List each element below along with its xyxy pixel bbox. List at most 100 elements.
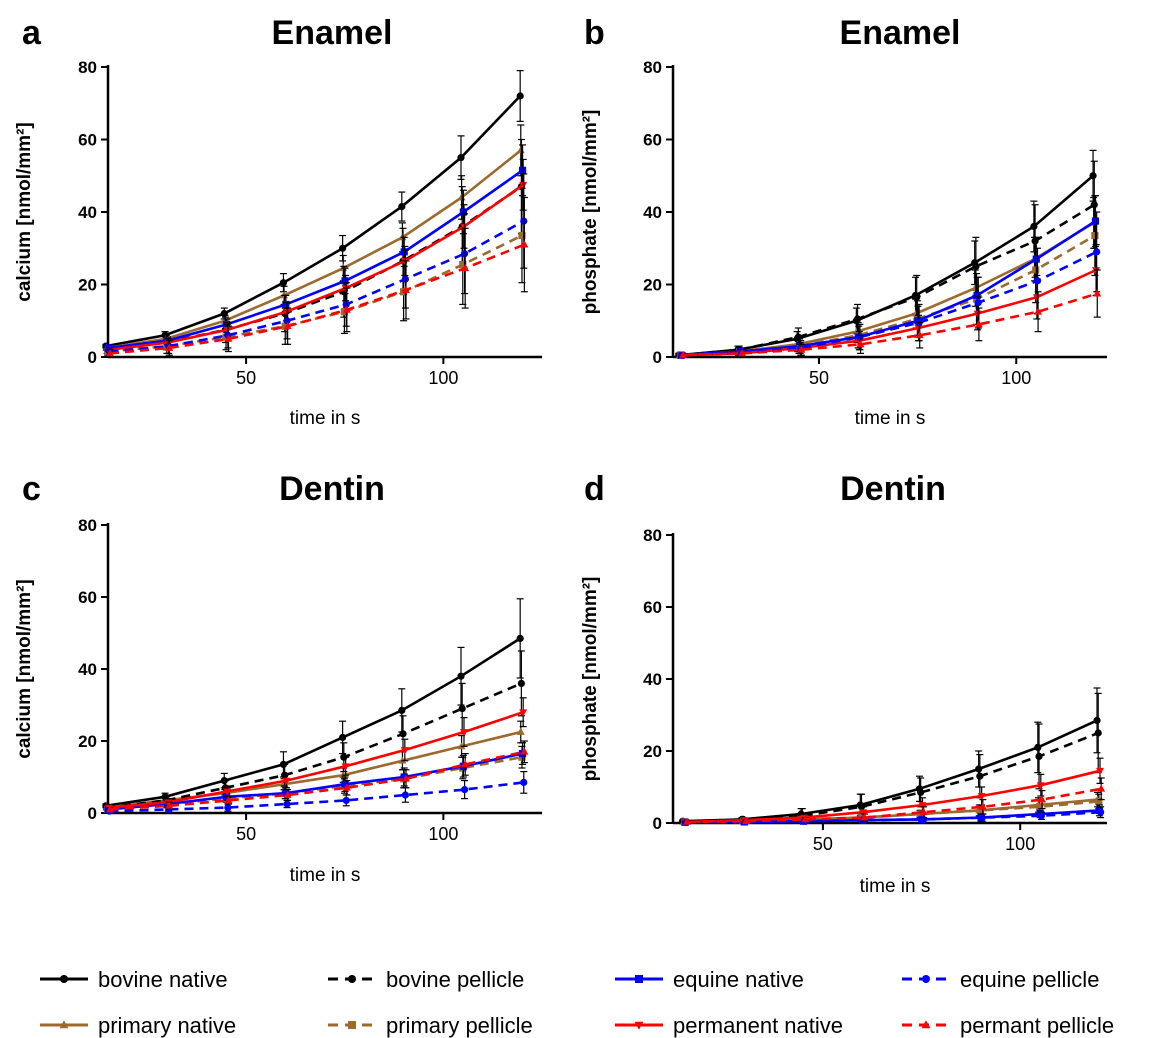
data-point — [1093, 248, 1101, 256]
data-point — [974, 299, 982, 307]
series-line — [682, 292, 1098, 357]
data-point — [516, 634, 524, 643]
legend-swatch-marker — [922, 975, 930, 983]
panel-title: Dentin — [840, 470, 946, 508]
legend-swatch-marker — [59, 1020, 69, 1029]
legend-item: bovine native — [40, 967, 228, 992]
data-point — [281, 322, 289, 330]
series-line — [108, 183, 524, 352]
data-point — [402, 774, 410, 782]
data-point — [224, 804, 232, 812]
data-point — [165, 343, 174, 351]
data-point — [975, 765, 983, 773]
legend-label: primary native — [98, 1013, 236, 1038]
data-point — [339, 244, 347, 252]
data-point — [106, 805, 115, 813]
data-point — [342, 783, 351, 791]
x-tick-label: 100 — [428, 824, 458, 844]
data-point — [516, 727, 525, 735]
data-point — [1091, 217, 1100, 225]
panel-a: a Enamel calcium [nmol/mm²] time in s 0 20 40 6… — [14, 14, 542, 429]
data-point — [1035, 752, 1043, 761]
y-tick-label: 40 — [78, 660, 97, 679]
data-point — [224, 334, 233, 342]
data-point — [1032, 266, 1040, 274]
y-tick-label: 40 — [643, 203, 662, 222]
series-line — [106, 185, 523, 352]
y-axis-label: calcium [nmol/mm²] — [14, 579, 35, 758]
legend-swatch-marker — [60, 975, 68, 983]
y-tick-label: 20 — [643, 742, 662, 761]
data-point — [1036, 782, 1045, 790]
y-tick-label: 60 — [78, 131, 97, 150]
data-point — [977, 793, 986, 801]
data-point — [339, 733, 347, 742]
data-point — [973, 291, 981, 299]
series-line — [684, 800, 1099, 824]
y-tick-label: 60 — [643, 131, 662, 150]
panel-letter: d — [584, 470, 605, 508]
legend: bovine native primary native bovine pellic… — [40, 967, 1114, 1038]
data-point — [460, 729, 468, 737]
data-point — [342, 796, 350, 805]
panels: a Enamel calcium [nmol/mm²] time in s 0 20 40 6… — [14, 14, 1107, 897]
data-point — [859, 809, 868, 817]
y-tick-label: 60 — [643, 598, 662, 617]
series-permant-pellicle — [679, 269, 1102, 359]
data-point — [742, 816, 751, 825]
data-point — [461, 263, 470, 272]
data-point — [856, 339, 865, 348]
data-point — [1032, 255, 1040, 263]
y-tick-label: 0 — [653, 814, 662, 833]
data-point — [919, 807, 928, 816]
data-point — [342, 305, 351, 313]
y-tick-label: 0 — [88, 348, 97, 367]
data-point — [398, 202, 406, 211]
panel-letter: a — [22, 14, 42, 52]
y-tick-label: 80 — [643, 58, 662, 77]
x-tick-label: 50 — [236, 368, 256, 388]
data-point — [1096, 767, 1104, 776]
y-axis-label: phosphate [nmol/mm²] — [580, 110, 601, 315]
data-point — [223, 788, 232, 796]
legend-label: equine pellicle — [960, 967, 1099, 992]
legend-label: primary pellicle — [386, 1013, 533, 1038]
x-tick-label: 50 — [809, 368, 829, 388]
y-tick-label: 0 — [88, 804, 97, 823]
panel-b: b Enamel phosphate [nmol/mm²] time in s 0 20 4… — [580, 14, 1107, 429]
series-bovine-pellicle — [103, 138, 525, 354]
series-line — [105, 95, 522, 348]
series-line — [681, 219, 1097, 357]
series-permant-pellicle — [106, 740, 529, 813]
data-point — [520, 217, 528, 225]
data-point — [978, 802, 987, 810]
x-tick-label: 100 — [1001, 368, 1031, 388]
data-point — [457, 154, 465, 162]
series-line — [680, 234, 1096, 357]
data-point — [459, 260, 467, 269]
series-line — [686, 787, 1102, 824]
data-point — [1094, 729, 1102, 737]
legend-swatch-marker — [348, 975, 356, 983]
data-point — [400, 773, 408, 781]
legend-swatch-marker — [348, 1021, 356, 1029]
data-point — [860, 813, 869, 821]
data-point — [1093, 289, 1102, 297]
data-point — [974, 320, 983, 328]
y-tick-label: 80 — [643, 526, 662, 545]
legend-item: permant pellicle — [902, 1013, 1114, 1038]
series-line — [683, 731, 1099, 824]
data-point — [398, 706, 406, 715]
data-point — [1036, 803, 1044, 811]
data-point — [520, 778, 528, 787]
series-line — [109, 781, 524, 813]
series-line — [108, 710, 524, 809]
legend-label: equine native — [673, 967, 804, 992]
data-point — [1095, 797, 1103, 805]
data-point — [224, 796, 233, 804]
data-point — [679, 350, 687, 359]
data-point — [461, 760, 470, 768]
legend-swatch-marker — [921, 1020, 931, 1029]
data-point — [913, 293, 921, 301]
x-tick-label: 100 — [1005, 834, 1035, 854]
